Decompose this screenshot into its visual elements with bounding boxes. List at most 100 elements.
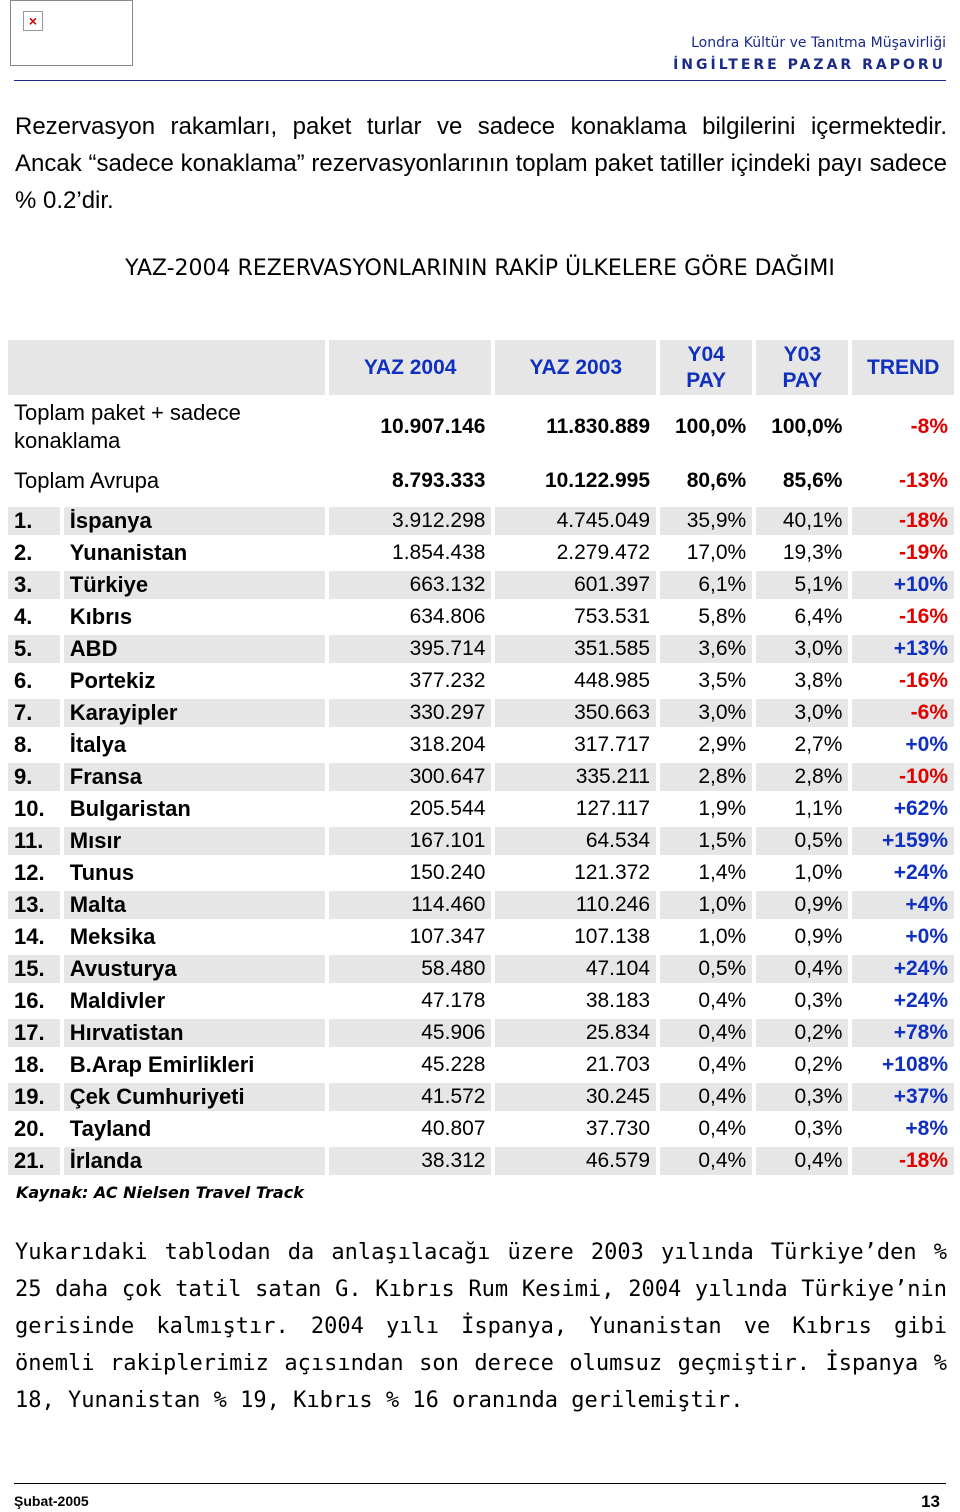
cell: 8.793.333: [392, 469, 486, 492]
cell: +0%: [905, 925, 948, 948]
rank: 3.: [8, 571, 60, 599]
cell: -13%: [898, 469, 948, 492]
cell: 448.985: [574, 669, 651, 692]
cell: 80,6%: [686, 469, 747, 492]
country: Hırvatistan: [63, 1019, 325, 1047]
cell: 1,9%: [698, 797, 747, 820]
footer-date: Şubat-2005: [14, 1493, 89, 1509]
country: Tayland: [69, 1116, 152, 1141]
country: ABD: [63, 635, 325, 663]
cell: 114.460: [328, 891, 492, 919]
cell: 395.714: [328, 635, 492, 663]
rank: 8.: [14, 732, 33, 757]
cell: 85,6%: [782, 469, 843, 492]
rank: 16.: [14, 988, 45, 1013]
cell: +0%: [905, 733, 948, 756]
rank: 20.: [14, 1116, 45, 1141]
cell: +8%: [905, 1117, 948, 1140]
cell: 0,4%: [756, 1147, 849, 1175]
header-blank: [8, 340, 325, 395]
cell: 110.246: [495, 891, 657, 919]
rank: 9.: [8, 763, 60, 791]
country-row: 14. Meksika 107.347 107.138 1,0% 0,9% +0%: [8, 923, 954, 951]
cell: 1,0%: [794, 861, 843, 884]
cell: 2.279.472: [556, 541, 651, 564]
rank: 18.: [14, 1052, 45, 1077]
cell: 38.183: [585, 989, 651, 1012]
header-rule: [14, 80, 946, 81]
country: İrlanda: [63, 1147, 325, 1175]
rank: 5.: [8, 635, 60, 663]
country-row: 15. Avusturya 58.480 47.104 0,5% 0,4% +24%: [8, 955, 954, 983]
header-office: Londra Kültür ve Tanıtma Müşavirliği: [691, 35, 946, 51]
country-row: 10. Bulgaristan 205.544 127.117 1,9% 1,1% +62%: [8, 795, 954, 823]
cell: 100,0%: [771, 415, 843, 438]
rank: 14.: [14, 924, 45, 949]
cell: -16%: [898, 605, 948, 628]
rank: 12.: [14, 860, 45, 885]
column-header: TREND: [852, 340, 954, 395]
country: Karayipler: [63, 699, 325, 727]
broken-icon: ×: [23, 11, 43, 31]
footer-rule: [14, 1483, 946, 1484]
cell: 0,3%: [794, 1117, 843, 1140]
rank: 4.: [14, 604, 33, 629]
cell: 0,4%: [660, 1019, 753, 1047]
cell: 300.647: [328, 763, 492, 791]
country: B.Arap Emirlikleri: [69, 1052, 255, 1077]
cell: -8%: [910, 415, 948, 438]
country-row: 7. Karayipler 330.297 350.663 3,0% 3,0% -6%: [8, 699, 954, 727]
cell: 5,8%: [698, 605, 747, 628]
cell: 0,3%: [794, 989, 843, 1012]
source-note: Kaynak: AC Nielsen Travel Track: [16, 1183, 304, 1202]
cell: -16%: [898, 669, 948, 692]
cell: 350.663: [495, 699, 657, 727]
cell: 1,1%: [794, 797, 843, 820]
cell: 0,4%: [698, 1117, 747, 1140]
country-row: 9. Fransa 300.647 335.211 2,8% 2,8% -10%: [8, 763, 954, 791]
cell: 100,0%: [675, 415, 747, 438]
rank: 6.: [14, 668, 33, 693]
cell: 4.745.049: [495, 507, 657, 535]
cell: 1,0%: [660, 891, 753, 919]
country-row: 5. ABD 395.714 351.585 3,6% 3,0% +13%: [8, 635, 954, 663]
total-row: Toplam Avrupa 8.793.333 10.122.995 80,6% 85,…: [8, 459, 954, 503]
country: Bulgaristan: [69, 796, 191, 821]
country-row: 16. Maldivler 47.178 38.183 0,4% 0,3% +24%: [8, 987, 954, 1015]
row-label: Toplam paket + sadece konaklama: [14, 400, 241, 453]
column-header: YAZ 2004: [328, 340, 492, 395]
cell: 0,9%: [756, 891, 849, 919]
country-row: 17. Hırvatistan 45.906 25.834 0,4% 0,2% +78%: [8, 1019, 954, 1047]
total-row: Toplam paket + sadece konaklama 10.907.14…: [8, 399, 954, 455]
cell: 19,3%: [782, 541, 843, 564]
rank: 11.: [8, 827, 60, 855]
cell: 0,4%: [660, 1147, 753, 1175]
cell: 2,8%: [756, 763, 849, 791]
cell: 38.312: [328, 1147, 492, 1175]
cell: -10%: [852, 763, 954, 791]
country: Çek Cumhuriyeti: [63, 1083, 325, 1111]
country: Yunanistan: [69, 540, 188, 565]
country-row: 8. İtalya 318.204 317.717 2,9% 2,7% +0%: [8, 731, 954, 759]
cell: +13%: [852, 635, 954, 663]
country-row: 21. İrlanda 38.312 46.579 0,4% 0,4% -18%: [8, 1147, 954, 1175]
cell: 41.572: [328, 1083, 492, 1111]
country-row: 1. İspanya 3.912.298 4.745.049 35,9% 40,1% -18…: [8, 507, 954, 535]
country-row: 11. Mısır 167.101 64.534 1,5% 0,5% +159%: [8, 827, 954, 855]
cell: +24%: [893, 989, 948, 1012]
broken-image: ×: [10, 0, 133, 66]
data-table: YAZ 2004 YAZ 2003 Y04 PAY Y03 PAY TREND Topla…: [4, 336, 958, 1179]
cell: 47.178: [421, 989, 486, 1012]
cell: 0,3%: [756, 1083, 849, 1111]
cell: 64.534: [495, 827, 657, 855]
cell: -6%: [852, 699, 954, 727]
cell: 10.122.995: [544, 469, 651, 492]
rank: 10.: [14, 796, 45, 821]
cell: 6,4%: [794, 605, 843, 628]
country-row: 12. Tunus 150.240 121.372 1,4% 1,0% +24%: [8, 859, 954, 887]
cell: 6,1%: [660, 571, 753, 599]
cell: -18%: [852, 1147, 954, 1175]
cell: +24%: [893, 861, 948, 884]
cell: 0,9%: [794, 925, 843, 948]
